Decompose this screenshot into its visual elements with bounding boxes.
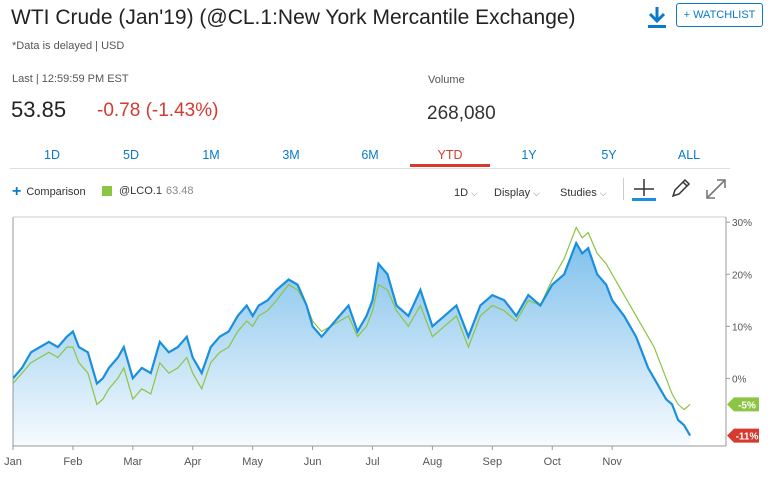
tab-3m[interactable]: 3M: [282, 148, 300, 162]
comparison-legend[interactable]: @LCO.1 63.48: [102, 185, 194, 197]
display-dropdown[interactable]: Display ⌵: [494, 187, 540, 199]
tab-5d[interactable]: 5D: [123, 148, 139, 162]
crosshair-icon[interactable]: [631, 176, 657, 202]
price-change: -0.78 (-1.43%): [97, 100, 219, 121]
studies-dropdown[interactable]: Studies ⌵: [560, 187, 607, 199]
last-trade-label: Last | 12:59:59 PM EST: [12, 73, 129, 85]
legend-value: 63.48: [165, 185, 194, 197]
active-tab-indicator: [410, 164, 490, 167]
tab-1d[interactable]: 1D: [44, 148, 60, 162]
legend-swatch: [102, 186, 112, 196]
x-tick-label: May: [242, 456, 263, 468]
download-icon[interactable]: [646, 4, 668, 30]
interval-label: 1D: [454, 187, 469, 199]
cl-last-value-tag-bg: [727, 428, 759, 443]
interval-dropdown[interactable]: 1D ⌵: [454, 187, 478, 199]
y-tick-label: 10%: [732, 322, 752, 333]
delayed-note: *Data is delayed | USD: [12, 40, 125, 52]
chevron-down-icon: ⌵: [533, 188, 540, 198]
tab-all[interactable]: ALL: [677, 148, 701, 162]
x-tick-label: Jan: [4, 456, 22, 468]
y-tick-label: 20%: [732, 270, 752, 281]
tab-1m[interactable]: 1M: [202, 148, 220, 162]
volume-label: Volume: [428, 74, 465, 86]
x-tick-label: Aug: [423, 456, 443, 468]
tab-5y[interactable]: 5Y: [601, 148, 617, 162]
watchlist-button[interactable]: + WATCHLIST: [676, 3, 763, 27]
legend-symbol: @LCO.1: [119, 185, 162, 197]
x-tick-label: Feb: [63, 456, 82, 468]
series-line-lco: [13, 226, 691, 411]
x-tick-label: Apr: [184, 456, 201, 468]
last-price: 53.85: [11, 97, 67, 122]
x-tick-label: Oct: [544, 456, 561, 468]
x-tick-label: Jul: [365, 456, 379, 468]
studies-label: Studies: [560, 187, 597, 199]
price-chart[interactable]: 30% 20% 10% 0% Jan Feb Mar Apr May Jun Jul Aug Sep Oc…: [0, 210, 771, 485]
cl-last-value-tag: -11%: [736, 432, 759, 443]
lco-last-value-tag-bg: [727, 397, 759, 412]
tab-ytd[interactable]: YTD: [437, 148, 463, 162]
range-tabs: 1D 5D 1M 3M 6M YTD 1Y 5Y ALL: [10, 146, 730, 169]
lco-last-value-tag: -5%: [738, 400, 756, 411]
x-tick-label: Sep: [483, 456, 503, 468]
y-tick-label: 30%: [732, 218, 752, 229]
comparison-label: Comparison: [26, 186, 86, 198]
tab-1y[interactable]: 1Y: [521, 148, 537, 162]
volume-value: 268,080: [427, 103, 496, 124]
primary-area: [13, 243, 691, 446]
x-tick-label: Jun: [304, 456, 322, 468]
display-label: Display: [494, 187, 531, 199]
x-tick-label: Mar: [123, 456, 142, 468]
tab-6m[interactable]: 6M: [361, 148, 379, 162]
series-line-cl: [13, 240, 692, 437]
plus-icon: +: [12, 183, 22, 200]
pencil-icon[interactable]: [667, 176, 693, 202]
chevron-down-icon: ⌵: [471, 188, 478, 198]
y-tick-label: 0%: [732, 374, 747, 385]
toolbar-divider: [623, 178, 624, 200]
comparison-button[interactable]: + Comparison: [12, 183, 86, 200]
expand-icon[interactable]: [703, 176, 729, 202]
page-title: WTI Crude (Jan'19) (@CL.1:New York Merca…: [11, 6, 576, 29]
chevron-down-icon: ⌵: [599, 188, 607, 198]
x-tick-label: Nov: [602, 456, 622, 468]
